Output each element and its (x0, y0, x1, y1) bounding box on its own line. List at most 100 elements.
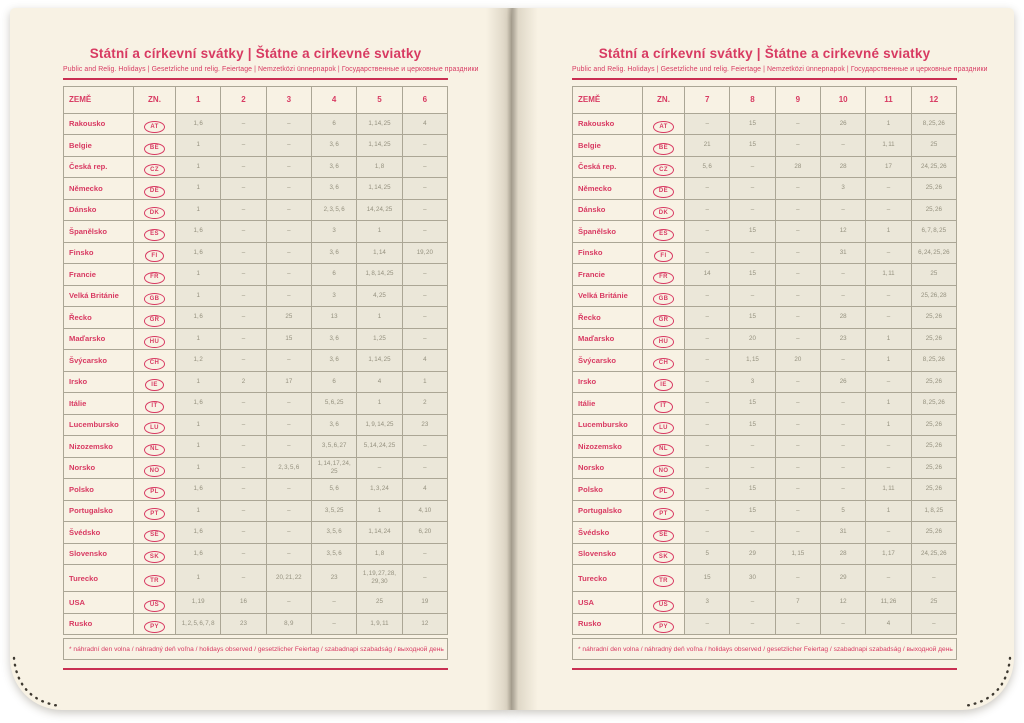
table-row: Finsko FI 1, 6– –3, 6 1, 14 19, 20 (63, 241, 449, 265)
month-value-cell: – (683, 370, 731, 394)
month-value-cell: – (265, 435, 312, 458)
month-value-cell: – (220, 456, 267, 480)
country-code-badge: SE (144, 529, 165, 542)
month-value-cell: – (265, 499, 312, 523)
table-row: Polsko PL 1, 6– –5, 6 1, 3, 24 4 (63, 478, 449, 501)
month-value-cell: 15 (729, 263, 776, 286)
month-value-cell: 3, 6 (310, 177, 358, 200)
month-value-cell: 5 (683, 542, 731, 566)
country-code-cell: ES (642, 220, 685, 243)
table-row: Velká Británie GB – – – – –25, 26, 28 (572, 284, 958, 308)
month-value-cell: 1 (174, 564, 222, 593)
country-code-cell: SE (642, 521, 685, 544)
month-value-cell: 8, 25, 26 (910, 349, 958, 372)
month-value-cell: 1 (174, 177, 222, 200)
month-value-cell: – (683, 435, 731, 458)
month-value-cell: – (220, 198, 267, 222)
month-value-cell: 6 (310, 112, 358, 136)
country-name: USA (572, 591, 643, 614)
country-name: Maďarsko (572, 327, 643, 351)
month-value-cell: 25, 26 (910, 435, 958, 458)
month-value-cell: – (865, 306, 912, 329)
country-code-cell: CH (133, 349, 176, 372)
month-value-cell: 1, 8 (356, 542, 403, 566)
month-value-cell: 4, 25 (356, 284, 403, 308)
table-row: Slovensko SK 5 29 1, 15 28 1, 17 24, 25, 26 (572, 542, 958, 566)
month-value-cell: – (774, 456, 821, 480)
country-code-cell: NO (642, 456, 685, 480)
month-value-cell: 15 (729, 478, 776, 501)
country-code-badge: PY (653, 621, 674, 634)
country-name: Norsko (63, 456, 134, 480)
month-value-cell: 25, 26 (910, 413, 958, 437)
month-value-cell: 17 (265, 370, 312, 394)
month-value-cell: – (310, 612, 358, 636)
month-value-cell: 15 (265, 327, 312, 351)
country-name: Francie (63, 263, 134, 286)
month-value-cell: 1 (865, 112, 912, 136)
month-value-cell: – (819, 134, 867, 157)
month-value-cell: – (774, 499, 821, 523)
table-row: Norsko NO 1–2, 3, 5, 6 1, 14, 17, 24, 25– – (63, 456, 449, 480)
month-value-cell: – (683, 521, 731, 544)
table-row: Turecko TR 15 30–29– – (572, 564, 958, 593)
month-value-cell: – (683, 349, 731, 372)
month-value-cell: – (265, 542, 312, 566)
month-value-cell: 6, 20 (401, 521, 449, 544)
month-value-cell: 25, 26 (910, 306, 958, 329)
month-value-cell: – (774, 263, 821, 286)
country-name: Turecko (63, 564, 134, 593)
country-code-badge: NO (652, 465, 675, 478)
table-row: Portugalsko PT –15–5 1 1, 8, 25 (572, 499, 958, 523)
month-value-cell: – (683, 612, 731, 636)
country-code-badge: PT (144, 508, 165, 521)
table-row: Švédsko SE – – –31–25, 26 (572, 521, 958, 544)
month-value-cell: 1, 11 (865, 263, 912, 286)
month-value-cell: – (220, 435, 267, 458)
month-value-cell: 6 (310, 263, 358, 286)
month-value-cell: – (683, 220, 731, 243)
month-value-cell: 5, 6 (683, 155, 731, 179)
column-header-month: 1 (174, 85, 222, 114)
country-name: Norsko (572, 456, 643, 480)
month-value-cell: – (774, 306, 821, 329)
month-value-cell: 12 (819, 591, 867, 614)
column-header-month: 10 (819, 85, 867, 114)
month-value-cell: – (910, 612, 958, 636)
month-value-cell: 31 (819, 521, 867, 544)
table-row: Švýcarsko CH –1, 15 20–1 8, 25, 26 (572, 349, 958, 372)
month-value-cell: 3, 6 (310, 155, 358, 179)
table-row: Německo DE – – –3–25, 26 (572, 177, 958, 200)
month-value-cell: – (265, 263, 312, 286)
column-header-month: 9 (774, 85, 821, 114)
page-left: Státní a církevní svátky | Štátne a cirk… (10, 8, 512, 710)
country-name: Francie (572, 263, 643, 286)
month-value-cell: – (729, 456, 776, 480)
month-value-cell: 24, 25, 26 (910, 155, 958, 179)
country-name: Dánsko (63, 198, 134, 222)
table-row: Nizozemsko NL 1– –3, 5, 6, 27 5, 14, 24, 25– (63, 435, 449, 458)
table-header-row: ZEMĚ ZN. 1 2 3 4 5 6 (63, 85, 449, 114)
month-value-cell: 21 (683, 134, 731, 157)
month-value-cell: – (683, 392, 731, 415)
country-code-badge: DK (143, 207, 166, 220)
table-row: Irsko IE –3–26–25, 26 (572, 370, 958, 394)
country-name: Dánsko (572, 198, 643, 222)
month-value-cell: 1, 14, 25 (356, 349, 403, 372)
month-value-cell: 25, 26 (910, 478, 958, 501)
month-value-cell: 1, 6 (174, 306, 222, 329)
country-code-badge: FR (144, 271, 165, 284)
country-name: Česká rep. (63, 155, 134, 179)
month-value-cell: – (220, 220, 267, 243)
table-row: Francie FR 1– –6 1, 8, 14, 25– (63, 263, 449, 286)
country-code-badge: NL (144, 443, 165, 456)
month-value-cell: – (683, 241, 731, 265)
country-code-badge: CH (652, 357, 675, 370)
month-value-cell: – (265, 521, 312, 544)
month-value-cell: – (265, 177, 312, 200)
table-row: Maďarsko HU –20–23 1 25, 26 (572, 327, 958, 351)
country-code-badge: CZ (144, 164, 165, 177)
month-value-cell: 1, 6 (174, 220, 222, 243)
column-header-code: ZN. (133, 85, 176, 114)
month-value-cell: 25 (910, 263, 958, 286)
